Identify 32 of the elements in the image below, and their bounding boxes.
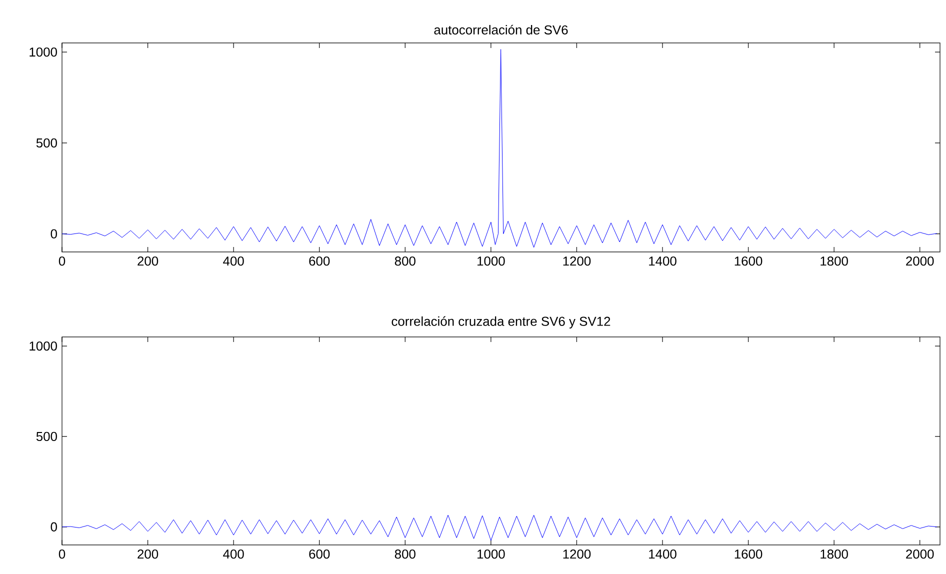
y-tick-label: 1000	[30, 341, 57, 351]
x-tick-label: 1200	[563, 256, 591, 266]
x-tick-label: 400	[223, 256, 244, 266]
line-series	[62, 49, 938, 248]
y-tick-label: 500	[36, 432, 57, 442]
chart-title: autocorrelación de SV6	[434, 24, 568, 34]
x-tick-label: 1600	[734, 256, 762, 266]
x-tick-label: 1000	[478, 256, 505, 266]
x-tick-label: 1200	[563, 549, 591, 559]
x-tick-label: 800	[394, 256, 416, 266]
line-series	[62, 514, 938, 541]
x-tick-label: 0	[58, 549, 66, 559]
x-tick-label: 1000	[478, 549, 505, 559]
y-tick-label: 500	[36, 138, 57, 148]
x-tick-label: 600	[309, 549, 330, 559]
x-tick-label: 600	[309, 256, 330, 266]
x-tick-label: 400	[223, 549, 244, 559]
x-tick-label: 1800	[820, 256, 848, 266]
x-tick-label: 1800	[820, 549, 848, 559]
x-tick-label: 1400	[649, 256, 676, 266]
x-tick-label: 1400	[649, 549, 676, 559]
y-tick-label: 0	[50, 229, 57, 238]
y-tick-label: 0	[50, 522, 57, 532]
x-tick-label: 2000	[906, 549, 934, 559]
x-tick-label: 0	[58, 256, 66, 266]
x-tick-label: 1600	[734, 549, 762, 559]
x-tick-label: 200	[138, 549, 158, 559]
chart-title: correlación cruzada entre SV6 y SV12	[392, 316, 610, 328]
x-tick-label: 200	[138, 256, 158, 266]
y-tick-label: 1000	[30, 47, 57, 57]
x-tick-label: 2000	[906, 256, 934, 266]
x-tick-label: 800	[394, 549, 416, 559]
